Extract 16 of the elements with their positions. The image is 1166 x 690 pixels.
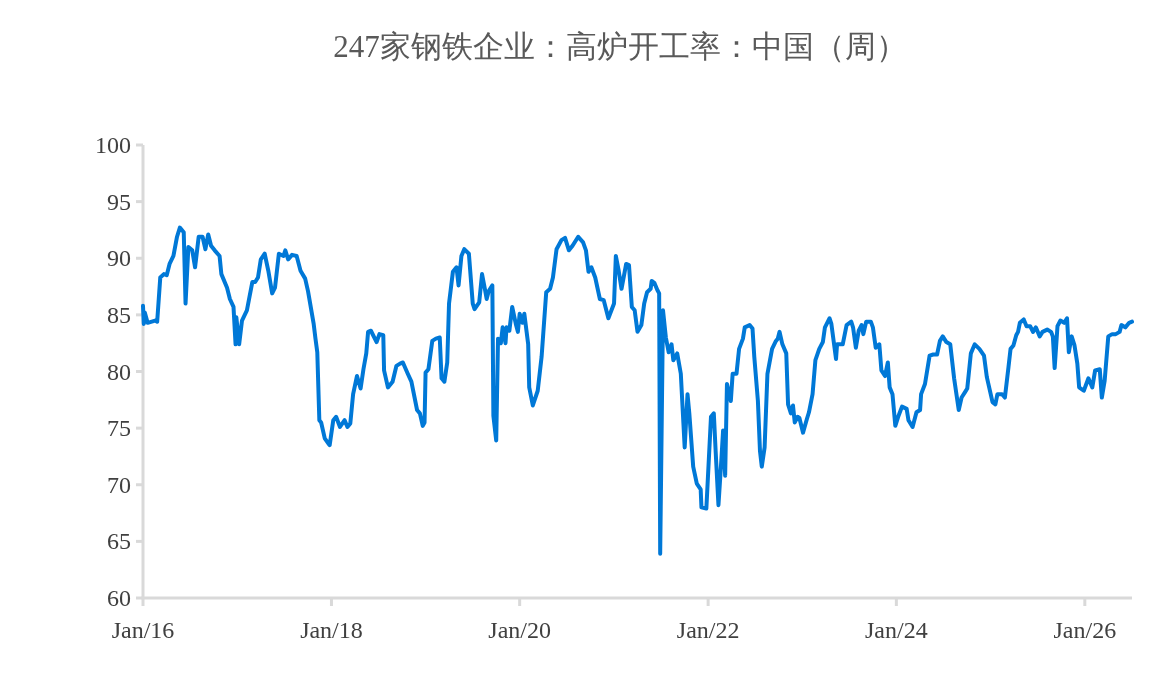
y-tick-label: 100 [95,132,131,158]
x-tick-label: Jan/26 [1053,617,1117,643]
y-tick-label: 75 [107,415,131,442]
y-tick-label: 95 [107,188,131,215]
x-tick-label: Jan/24 [865,617,928,643]
y-tick-label: 60 [107,585,131,611]
y-tick-label: 65 [107,528,131,555]
y-tick-label: 70 [107,471,131,498]
x-tick-label: Jan/18 [300,617,363,643]
x-tick-label: Jan/22 [676,617,740,643]
y-tick-label: 85 [107,301,131,328]
y-tick-label: 90 [107,245,131,272]
x-tick-label: Jan/20 [488,617,552,643]
x-tick-label: Jan/16 [111,617,175,643]
title: 247家钢铁企业：高炉开工率：中国（周） [333,29,907,64]
y-tick-label: 80 [107,358,131,385]
